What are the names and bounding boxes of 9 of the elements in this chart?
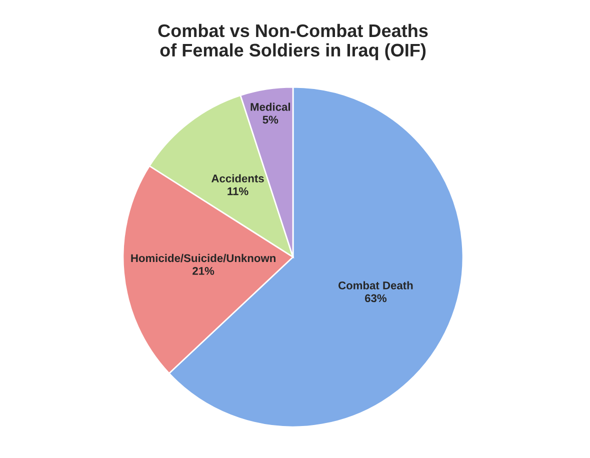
data-label: 21% — [192, 266, 214, 275]
data-label: 11% — [228, 187, 248, 196]
slice-label: Medical — [250, 102, 290, 111]
slice-label: Combat Death — [338, 281, 413, 290]
slice-label: Homicide/Suicide/Unknown — [131, 254, 276, 262]
slice-label: Accidents — [212, 174, 264, 182]
data-label: 5% — [262, 116, 278, 124]
chart-title: Combat vs Non-Combat Deaths of Female Soldiers in Iraq (OIF) — [158, 24, 428, 60]
data-label: 63% — [364, 294, 387, 302]
